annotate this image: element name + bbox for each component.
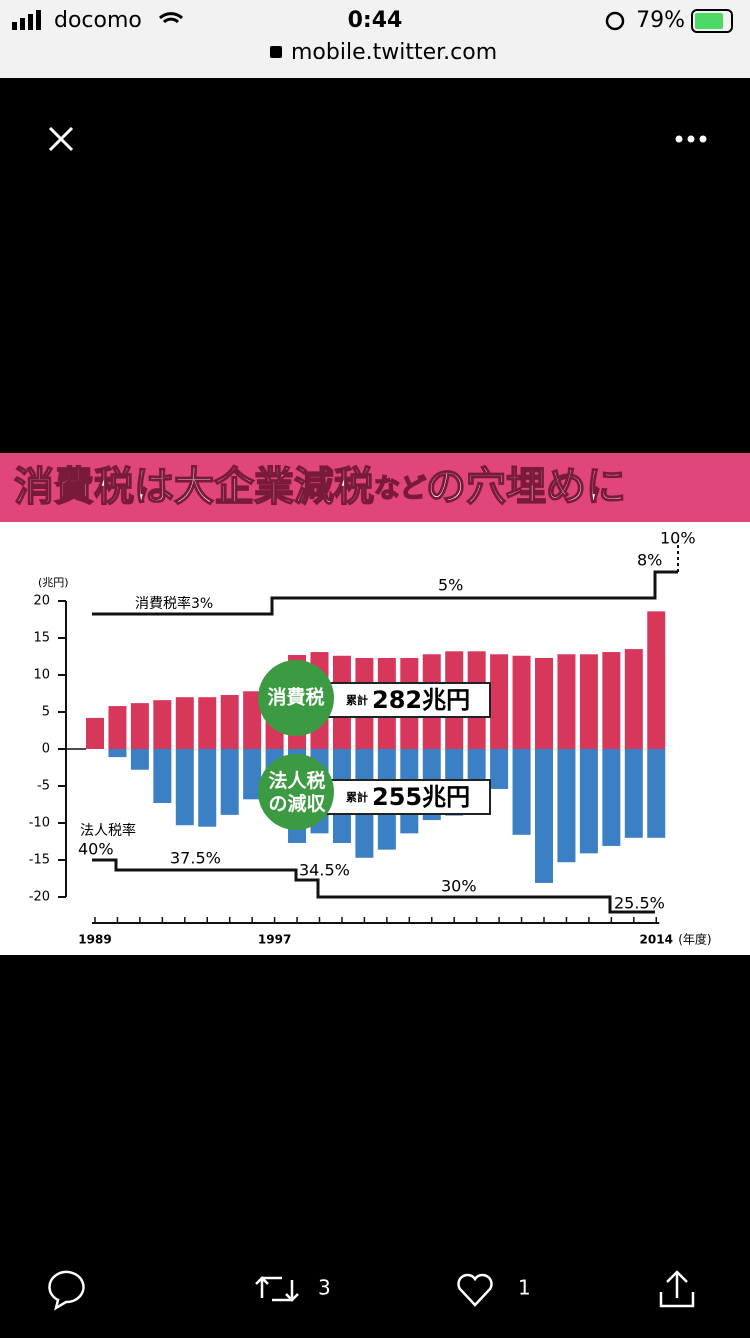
bar — [220, 694, 239, 749]
battery-level — [695, 13, 723, 29]
share-button[interactable] — [659, 1270, 695, 1308]
bar — [86, 717, 104, 749]
rate-label: 37.5% — [170, 849, 221, 868]
bar — [220, 749, 239, 815]
series-label: 消費税 — [267, 686, 324, 709]
wifi-icon — [158, 12, 184, 24]
total-box — [319, 682, 491, 718]
bar — [108, 749, 127, 758]
rate-label: 10% — [660, 529, 696, 548]
y-tick-label: -20 — [29, 890, 50, 905]
battery-icon — [691, 9, 733, 33]
rate-label: 30% — [441, 877, 477, 896]
retweet-count: 3 — [318, 1276, 331, 1300]
total-label: 累計 — [346, 790, 368, 804]
x-unit: (年度) — [678, 932, 711, 947]
bar — [153, 749, 172, 804]
total-box — [319, 779, 491, 815]
bar — [579, 654, 598, 749]
y-tick-label: 5 — [42, 705, 50, 720]
carrier: docomo — [54, 8, 142, 33]
consumption-rate-line — [92, 570, 678, 616]
badge — [258, 754, 334, 830]
retweet-button[interactable] — [255, 1276, 299, 1302]
bar — [243, 691, 262, 749]
bar — [108, 706, 127, 749]
like-count: 1 — [518, 1276, 531, 1300]
bar — [624, 649, 643, 749]
total-value: 282兆円 — [372, 686, 470, 714]
status-bar — [0, 0, 750, 78]
bar — [557, 654, 576, 749]
bar — [602, 749, 621, 846]
total-label: 累計 — [346, 693, 368, 707]
rate-label: 25.5% — [614, 894, 665, 913]
bar — [535, 749, 553, 883]
y-tick-label: 10 — [33, 668, 50, 683]
rate-label: 34.5% — [299, 861, 350, 880]
series-label: 法人税の減収 — [268, 770, 326, 815]
bar — [175, 749, 194, 826]
bar — [512, 749, 531, 835]
bar — [130, 749, 149, 770]
bar — [624, 749, 643, 838]
rate-label: 法人税率 — [80, 822, 136, 839]
bar — [198, 749, 217, 827]
bar — [647, 749, 666, 838]
rate-label: 消費税率3% — [135, 595, 213, 612]
corporate-rate-line — [92, 858, 655, 914]
rate-label: 8% — [637, 551, 662, 570]
title-band — [0, 453, 750, 522]
clock: 0:44 — [348, 8, 403, 33]
x-tick-label: 2014 — [640, 933, 673, 947]
bar — [535, 657, 553, 749]
lock-icon — [270, 46, 282, 58]
bar — [198, 697, 217, 749]
bar — [557, 749, 576, 863]
y-tick-label: -15 — [29, 853, 50, 868]
chart-title: 消費税は大企業減税などの穴埋めに — [14, 464, 626, 510]
bar — [490, 654, 509, 749]
rate-label: 40% — [78, 840, 114, 859]
like-button[interactable] — [457, 1273, 493, 1307]
badge — [258, 660, 334, 736]
y-tick-label: 20 — [33, 594, 50, 609]
x-tick-label: 1997 — [258, 933, 291, 947]
y-tick-label: -10 — [29, 816, 50, 831]
bar — [243, 749, 262, 800]
bar — [602, 652, 621, 749]
signal-icon — [12, 10, 41, 30]
bar — [153, 700, 172, 749]
total-value: 255兆円 — [372, 783, 470, 811]
series-label-box: 法人税の減収 — [268, 770, 326, 815]
bar — [130, 703, 149, 749]
battery-percent: 79% — [636, 8, 685, 33]
y-tick-label: 0 — [42, 742, 50, 757]
bar — [175, 697, 194, 749]
bar — [490, 749, 509, 789]
x-tick-label: 1989 — [78, 933, 111, 947]
bar — [647, 611, 666, 749]
more-button[interactable] — [675, 135, 707, 143]
lock-rotation-icon — [605, 11, 625, 31]
bar — [512, 655, 531, 749]
y-tick-label: -5 — [37, 779, 50, 794]
y-tick-label: 15 — [33, 631, 50, 646]
rate-label: 5% — [438, 576, 463, 595]
reply-button[interactable] — [48, 1270, 85, 1311]
url: mobile.twitter.com — [291, 40, 497, 65]
bar — [579, 749, 598, 854]
close-button[interactable] — [48, 126, 74, 152]
y-unit: (兆円) — [38, 576, 69, 589]
